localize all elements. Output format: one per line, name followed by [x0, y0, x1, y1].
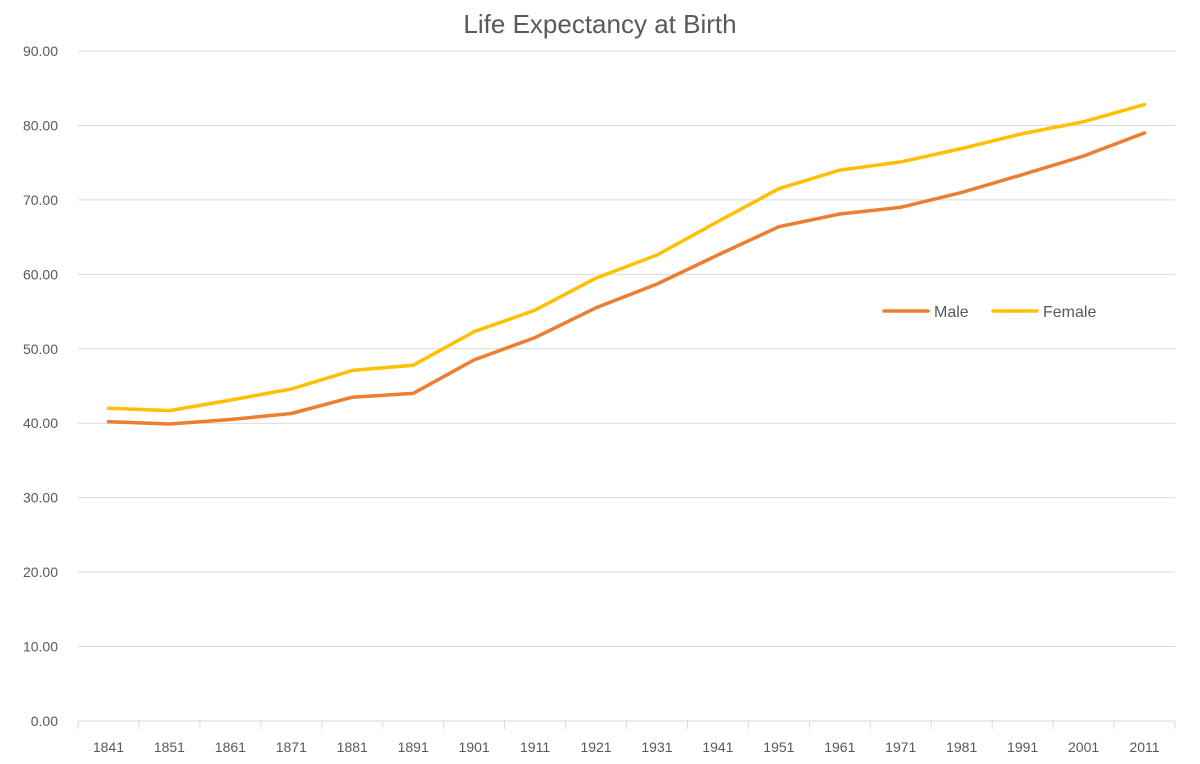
gridlines	[78, 50, 1175, 648]
x-tick-label: 1881	[337, 739, 368, 755]
x-tick-label: 1971	[885, 739, 916, 755]
x-tick-label: 1891	[398, 739, 429, 755]
series-line-male	[106, 131, 1147, 426]
y-tick-label: 90.00	[23, 43, 58, 59]
x-tick-label: 1931	[641, 739, 672, 755]
chart-title: Life Expectancy at Birth	[463, 9, 736, 39]
series-lines	[106, 102, 1147, 426]
y-tick-label: 60.00	[23, 266, 58, 282]
y-axis-tick-labels: 0.00 10.00 20.00 30.00 40.00 50.00 60.00 70.00 8…	[23, 43, 58, 729]
y-tick-label: 50.00	[23, 341, 58, 357]
x-tick-label: 2001	[1068, 739, 1099, 755]
x-tick-label: 1871	[276, 739, 307, 755]
x-tick-label: 2011	[1129, 739, 1159, 755]
y-tick-label: 40.00	[23, 415, 58, 431]
y-tick-label: 80.00	[23, 117, 58, 133]
x-tick-label: 1981	[946, 739, 977, 755]
legend-label-male: Male	[934, 304, 969, 321]
y-tick-label: 10.00	[23, 639, 58, 655]
y-tick-label: 0.00	[31, 713, 58, 729]
x-tick-label: 1861	[215, 739, 246, 755]
x-tick-label: 1851	[154, 739, 185, 755]
x-tick-label: 1921	[580, 739, 611, 755]
x-axis: 1841 1851 1861 1871 1881 1891 1901 1911 1921 1931…	[77, 720, 1176, 755]
x-tick-label: 1901	[459, 739, 490, 755]
y-tick-label: 20.00	[23, 564, 58, 580]
x-tick-label: 1841	[93, 739, 124, 755]
y-tick-label: 70.00	[23, 192, 58, 208]
x-tick-label: 1951	[763, 739, 794, 755]
x-tick-label: 1911	[520, 739, 550, 755]
series-line-female	[106, 102, 1147, 413]
x-tick-label: 1991	[1007, 739, 1038, 755]
y-tick-label: 30.00	[23, 490, 58, 506]
x-tick-label: 1961	[824, 739, 855, 755]
x-tick-label: 1941	[702, 739, 733, 755]
legend: Male Female	[882, 304, 1096, 321]
legend-label-female: Female	[1043, 304, 1096, 321]
